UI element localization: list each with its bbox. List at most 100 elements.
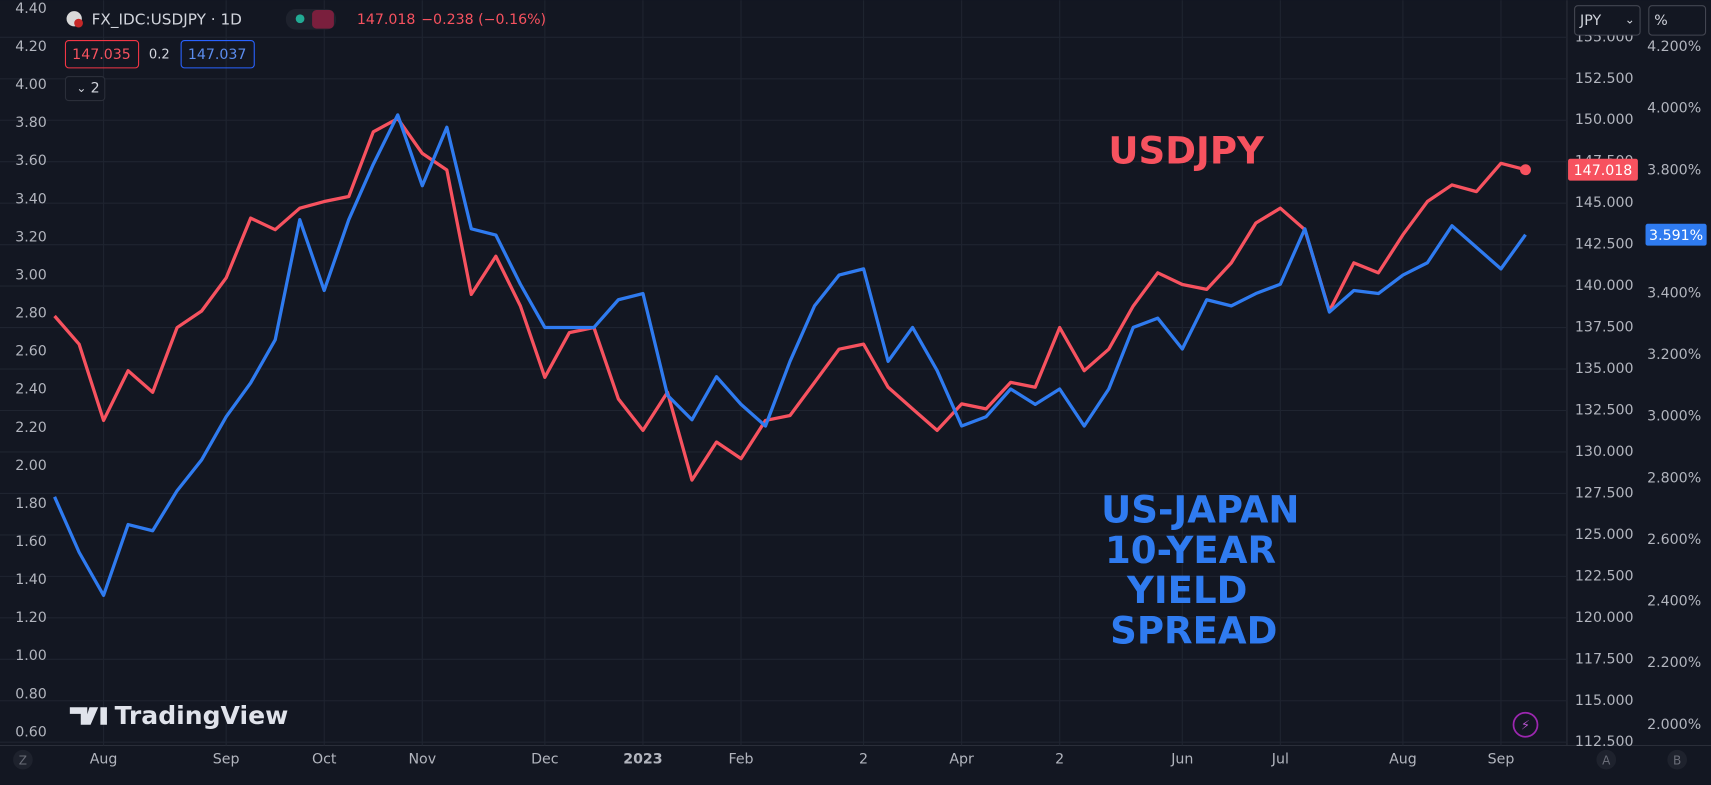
left-tick-label: 3.60 [15, 153, 47, 169]
annotation: US-JAPAN [1101, 488, 1299, 531]
symbol[interactable]: FX_IDC:USDJPY · 1D [92, 10, 242, 29]
x-tick-label: Sep [213, 752, 240, 768]
x-tick-label: Apr [949, 752, 974, 768]
alerts-glyph: ⚡ [1521, 718, 1530, 733]
indicator-count: 2 [91, 81, 100, 97]
left-tick-label: 1.20 [15, 610, 47, 626]
x-tick-label: Jun [1170, 752, 1193, 768]
price-tick-label: 130.000 [1575, 444, 1634, 460]
x-tick-label: 2 [1055, 752, 1064, 768]
x-tick-label: Aug [90, 752, 118, 768]
buy-button[interactable] [180, 40, 255, 69]
price-tick-label: 145.000 [1575, 195, 1634, 211]
left-tick-label: 4.20 [15, 39, 47, 55]
left-tick-label: 1.40 [15, 572, 47, 588]
scale-button[interactable] [1667, 749, 1687, 770]
percent-badge [1645, 223, 1707, 246]
price-tick-label: 137.500 [1575, 320, 1634, 336]
left-tick-label: 3.80 [15, 115, 47, 131]
percent-tick-label: 3.800% [1647, 162, 1701, 178]
annotation: USDJPY [1108, 129, 1265, 172]
price-tick-label: 140.000 [1575, 278, 1634, 294]
percent-tick-label: 4.000% [1647, 101, 1701, 117]
last-price: 147.018 [357, 12, 416, 28]
left-tick-label: 3.00 [15, 267, 47, 283]
percent-tick-label: 3.000% [1647, 409, 1701, 425]
axes: 0.60 0.80 1.00 1.20 1.40 1.60 1.80 2.00 2.20 2.40… [15, 1, 1707, 768]
x-tick-label: Dec [531, 752, 558, 768]
left-tick-label: 1.80 [15, 496, 47, 512]
percent-tick-label: 4.200% [1647, 39, 1701, 55]
price-tick-label: 115.000 [1575, 693, 1634, 709]
annotation: YIELD [1126, 569, 1247, 612]
currency[interactable]: JPY [1579, 13, 1601, 29]
price-tick-label: 125.000 [1575, 527, 1634, 543]
price-tick-label: 122.500 [1575, 568, 1634, 584]
currency-select[interactable] [1574, 5, 1641, 36]
left-tick-label: 2.00 [15, 458, 47, 474]
bid[interactable]: 147.035 [72, 47, 131, 63]
price-tick-label: 132.500 [1575, 403, 1634, 419]
ask[interactable]: 147.037 [188, 47, 247, 63]
left-tick-label: 0.80 [15, 686, 47, 702]
zoom-label[interactable]: Z [19, 753, 27, 767]
price-badge [1568, 158, 1638, 181]
left-tick-label: 0.60 [15, 724, 47, 740]
x-tick-label: 2023 [623, 752, 662, 768]
unit[interactable]: % [1654, 13, 1667, 29]
price-tick-label: 150.000 [1575, 112, 1634, 128]
auto-button[interactable] [1596, 749, 1617, 770]
data-status [312, 10, 334, 29]
spread: 0.2 [149, 47, 170, 62]
watermark: TradingView [115, 701, 289, 730]
scale-label[interactable]: B [1673, 753, 1681, 767]
indicators-toggle[interactable] [64, 76, 106, 102]
series-line [53, 116, 1526, 482]
price-tick-label: 120.000 [1575, 610, 1634, 626]
left-tick-label: 1.00 [15, 648, 47, 664]
percent-tick-label: 2.600% [1647, 532, 1701, 548]
sell-button[interactable] [64, 40, 140, 69]
left-tick-label: 4.00 [15, 77, 47, 93]
x-tick-label: Sep [1488, 752, 1515, 768]
price-change: −0.238 (−0.16%) [421, 12, 546, 28]
watermark-logo [69, 707, 107, 725]
x-tick-label: Oct [312, 752, 337, 768]
chevron: ⌄ [76, 81, 86, 95]
percent-tick-label: 2.000% [1647, 717, 1701, 733]
left-tick-label: 4.40 [15, 1, 47, 17]
left-tick-label: 3.20 [15, 229, 47, 245]
price-tick-label: 152.500 [1575, 71, 1634, 87]
x-tick-label: Aug [1389, 752, 1417, 768]
left-tick-label: 2.40 [15, 382, 47, 398]
series-line [53, 113, 1527, 597]
x-tick-label: Jul [1271, 752, 1289, 768]
price-tick-label: 127.500 [1575, 485, 1634, 501]
price-badge-label: 147.018 [1574, 163, 1633, 179]
alerts-icon[interactable] [1512, 711, 1539, 738]
percent-tick-label: 3.200% [1647, 347, 1701, 363]
unit-select[interactable] [1648, 5, 1707, 36]
price-tick-label: 117.500 [1575, 651, 1634, 667]
percent-tick-label: 2.400% [1647, 594, 1701, 610]
x-tick-label: Nov [408, 752, 436, 768]
percent-tick-label: 3.400% [1647, 286, 1701, 302]
price-tick-label: 135.000 [1575, 361, 1634, 377]
left-tick-label: 2.20 [15, 420, 47, 436]
percent-badge-label: 3.591% [1649, 228, 1703, 244]
left-tick-label: 2.80 [15, 306, 47, 322]
price-tick-label: 112.500 [1575, 734, 1634, 750]
zoom-button[interactable] [13, 749, 33, 770]
flag-icon [74, 18, 83, 28]
left-tick-label: 2.60 [15, 344, 47, 360]
left-tick-label: 3.40 [15, 191, 47, 207]
market-status [295, 14, 305, 24]
left-tick-label: 1.60 [15, 534, 47, 550]
auto-label[interactable]: A [1602, 753, 1611, 767]
x-tick-label: Feb [728, 752, 753, 768]
percent-tick-label: 2.800% [1647, 470, 1701, 486]
